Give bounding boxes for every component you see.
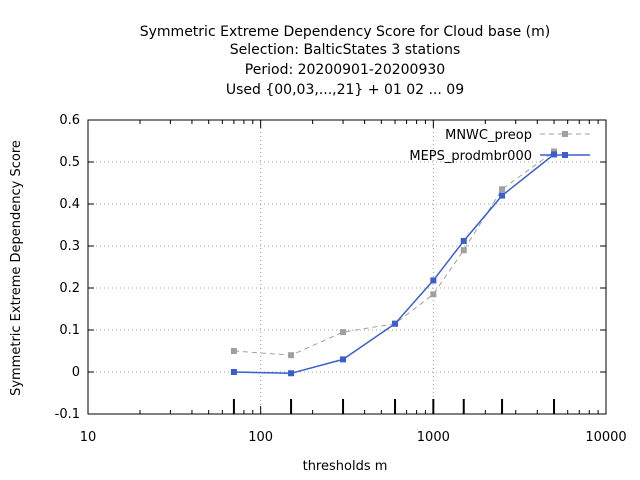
x-axis-label: thresholds m (303, 459, 388, 474)
plot-frame (87, 119, 607, 415)
y-tick-label: 0.1 (59, 323, 80, 338)
title-line-4: Used {00,03,...,21} + 01 02 ... 09 (226, 82, 464, 98)
chart-title: Symmetric Extreme Dependency Score for C… (140, 24, 550, 98)
data-point (392, 320, 399, 327)
legend-marker (562, 131, 568, 137)
y-tick-label: 0.3 (59, 239, 80, 254)
x-tick-label: 10 (80, 430, 97, 445)
data-point (340, 356, 347, 363)
title-line-2: Selection: BalticStates 3 stations (230, 42, 460, 58)
series-line-MNWC_preop (233, 151, 555, 356)
grid (88, 120, 606, 414)
data-point (340, 329, 347, 336)
data-point (460, 247, 467, 254)
data-point (288, 352, 295, 359)
y-tick-label: 0.5 (59, 155, 80, 170)
data-point (499, 186, 506, 193)
y-tick-label: 0.6 (59, 113, 80, 128)
y-tick-label: 0.2 (59, 281, 80, 296)
threshold-markers (232, 399, 556, 414)
data-point (499, 192, 506, 199)
x-tick-label: 10000 (585, 430, 626, 445)
x-tick-label: 100 (248, 430, 273, 445)
data-point (430, 277, 437, 284)
legend: MNWC_preop MEPS_prodmbr000 (409, 128, 590, 164)
data-point (288, 370, 295, 377)
y-tick-label: 0.4 (59, 197, 80, 212)
x-tick-label: 1000 (417, 430, 450, 445)
series (230, 148, 558, 377)
axis-ticks: -0.1 0 0.1 0.2 0.3 0.4 0.5 0.6 10 100 1000 10000 (55, 113, 627, 445)
data-point (430, 291, 437, 298)
y-tick-label: -0.1 (55, 407, 80, 422)
y-axis-label: Symmetric Extreme Dependency Score (9, 140, 24, 396)
y-tick-label: 0 (72, 365, 80, 380)
data-point (460, 237, 467, 244)
title-line-3: Period: 20200901-20200930 (245, 62, 445, 78)
legend-label: MEPS_prodmbr000 (409, 149, 532, 164)
legend-marker (562, 152, 568, 158)
series-line-MEPS_prodmbr000 (233, 153, 555, 375)
data-point (230, 369, 237, 375)
legend-label: MNWC_preop (445, 128, 532, 143)
data-point (230, 348, 237, 354)
title-line-1: Symmetric Extreme Dependency Score for C… (140, 24, 550, 40)
